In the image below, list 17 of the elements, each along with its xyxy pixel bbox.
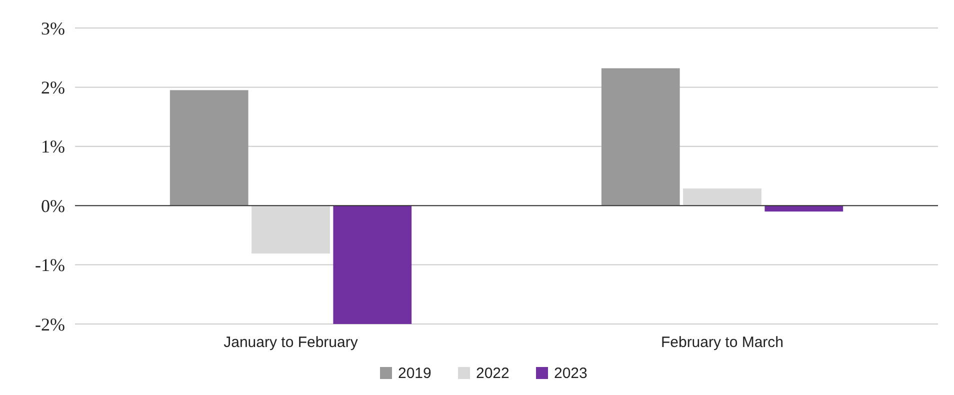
bar: [601, 68, 680, 206]
y-tick-label: -1%: [35, 255, 65, 276]
y-tick-label: 3%: [41, 18, 65, 38]
x-tick-label: January to February: [224, 334, 358, 351]
bar: [333, 206, 412, 324]
y-tick-label: 0%: [41, 196, 65, 216]
bar: [170, 90, 248, 206]
bar: [252, 206, 330, 254]
y-tick-label: 2%: [41, 78, 65, 98]
bar: [764, 206, 844, 212]
y-tick-label: 1%: [41, 136, 65, 157]
legend-label: 2023: [554, 365, 588, 382]
legend-label: 2022: [476, 365, 510, 382]
bar: [683, 188, 762, 206]
legend-label: 2019: [398, 365, 432, 382]
y-tick-label: -2%: [35, 314, 65, 334]
x-tick-label: February to March: [660, 334, 784, 351]
